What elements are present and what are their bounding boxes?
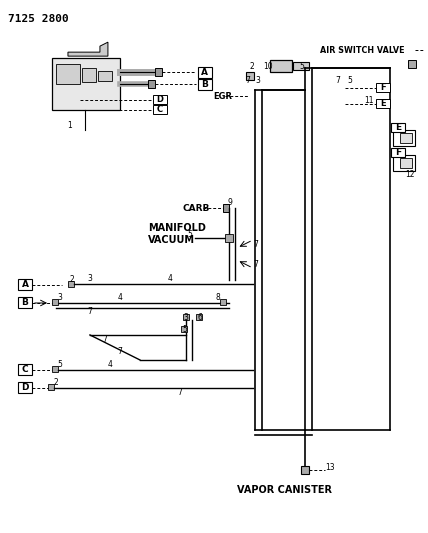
Text: 5: 5 — [182, 326, 187, 335]
Bar — [301, 466, 309, 474]
Text: 1: 1 — [68, 120, 72, 130]
Text: MANIFOLD: MANIFOLD — [148, 223, 206, 233]
Text: 3: 3 — [57, 294, 62, 303]
Text: 7: 7 — [253, 260, 258, 269]
Bar — [183, 314, 189, 320]
Text: F: F — [380, 83, 386, 92]
Text: AIR SWITCH VALVE: AIR SWITCH VALVE — [320, 46, 404, 55]
Text: 5: 5 — [57, 360, 62, 369]
Text: F: F — [395, 148, 401, 157]
Bar — [18, 279, 32, 290]
Text: 5: 5 — [187, 230, 192, 239]
Bar — [153, 105, 167, 114]
Bar — [82, 68, 96, 82]
Text: 7125 2800: 7125 2800 — [8, 14, 69, 24]
Bar — [198, 79, 212, 90]
Bar — [181, 326, 187, 332]
Bar — [18, 365, 32, 375]
Bar — [52, 58, 120, 110]
Bar — [223, 204, 229, 212]
Text: C: C — [157, 104, 163, 114]
Bar — [18, 382, 32, 393]
Bar — [376, 83, 390, 92]
Text: 5: 5 — [299, 62, 304, 71]
Text: 7: 7 — [245, 76, 250, 85]
Text: 9: 9 — [227, 198, 232, 207]
Text: 4: 4 — [167, 274, 172, 284]
Text: 2: 2 — [70, 276, 74, 285]
Text: 2: 2 — [250, 62, 254, 71]
Text: 7: 7 — [87, 308, 92, 317]
Text: 2: 2 — [54, 378, 58, 387]
Text: A: A — [201, 68, 208, 77]
Bar — [391, 123, 405, 132]
Text: 7: 7 — [118, 348, 122, 357]
Bar — [400, 158, 412, 168]
Text: D: D — [21, 383, 29, 392]
Bar — [198, 67, 212, 78]
Text: E: E — [395, 123, 401, 132]
Text: 4: 4 — [118, 294, 122, 303]
Bar — [68, 281, 74, 287]
Bar — [408, 60, 416, 68]
Bar — [148, 80, 155, 88]
Text: 8: 8 — [215, 294, 220, 303]
Text: 7: 7 — [336, 76, 340, 85]
Text: 11: 11 — [364, 95, 374, 104]
Text: B: B — [21, 298, 28, 308]
Text: 13: 13 — [325, 463, 335, 472]
Text: 4: 4 — [107, 360, 113, 369]
Bar — [52, 366, 58, 372]
Bar — [270, 60, 292, 72]
Bar — [293, 62, 309, 70]
Bar — [98, 71, 112, 81]
Bar — [56, 64, 80, 84]
Bar — [391, 148, 405, 157]
Text: 12: 12 — [405, 169, 414, 179]
Bar — [400, 133, 412, 143]
Bar — [196, 314, 202, 320]
Bar — [376, 99, 390, 108]
Bar — [393, 130, 415, 146]
Text: CARB: CARB — [183, 204, 210, 213]
Bar — [48, 384, 54, 390]
Bar — [393, 155, 415, 171]
Bar — [155, 68, 162, 76]
Bar — [18, 297, 32, 309]
Text: C: C — [22, 366, 28, 375]
Text: VACUUM: VACUUM — [148, 235, 195, 245]
Bar — [225, 234, 233, 242]
Text: 7: 7 — [102, 335, 107, 344]
Text: D: D — [156, 94, 163, 103]
Bar — [220, 299, 226, 305]
Text: 7: 7 — [178, 389, 182, 398]
Bar — [153, 95, 167, 104]
Text: 3: 3 — [184, 313, 188, 322]
Text: EGR: EGR — [213, 92, 232, 101]
Text: 7: 7 — [253, 239, 258, 248]
Text: VAPOR CANISTER: VAPOR CANISTER — [237, 485, 332, 495]
Text: 10: 10 — [263, 62, 273, 71]
Bar — [246, 72, 254, 80]
Bar — [52, 299, 58, 305]
Text: 5: 5 — [348, 76, 352, 85]
Text: E: E — [380, 99, 386, 108]
Polygon shape — [68, 42, 108, 56]
Text: B: B — [202, 79, 208, 88]
Text: 3: 3 — [87, 274, 92, 284]
Text: 3: 3 — [256, 76, 260, 85]
Text: A: A — [21, 280, 29, 289]
Text: 6: 6 — [197, 313, 202, 322]
